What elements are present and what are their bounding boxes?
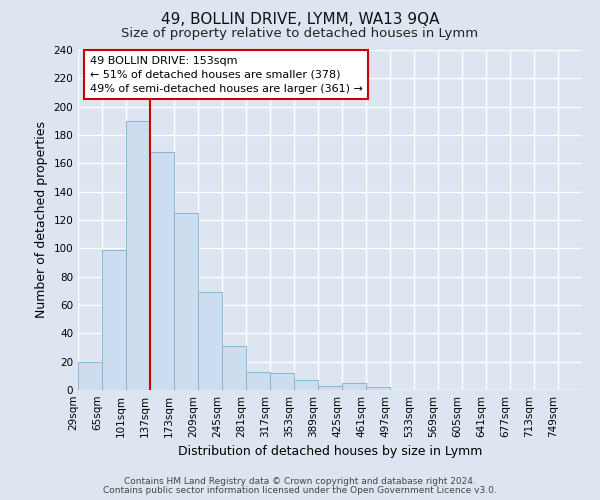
X-axis label: Distribution of detached houses by size in Lymm: Distribution of detached houses by size …	[178, 446, 482, 458]
Y-axis label: Number of detached properties: Number of detached properties	[35, 122, 48, 318]
Bar	[150, 152, 174, 390]
Bar	[198, 292, 222, 390]
Text: Contains HM Land Registry data © Crown copyright and database right 2024.: Contains HM Land Registry data © Crown c…	[124, 477, 476, 486]
Bar	[102, 250, 126, 390]
Text: 49 BOLLIN DRIVE: 153sqm
← 51% of detached houses are smaller (378)
49% of semi-d: 49 BOLLIN DRIVE: 153sqm ← 51% of detache…	[90, 56, 363, 94]
Bar	[246, 372, 270, 390]
Bar	[318, 386, 342, 390]
Bar	[270, 373, 294, 390]
Bar	[342, 383, 366, 390]
Bar	[222, 346, 246, 390]
Bar	[294, 380, 318, 390]
Bar	[174, 213, 198, 390]
Bar	[126, 121, 150, 390]
Bar	[366, 387, 390, 390]
Bar	[78, 362, 102, 390]
Text: Contains public sector information licensed under the Open Government Licence v3: Contains public sector information licen…	[103, 486, 497, 495]
Text: Size of property relative to detached houses in Lymm: Size of property relative to detached ho…	[121, 28, 479, 40]
Text: 49, BOLLIN DRIVE, LYMM, WA13 9QA: 49, BOLLIN DRIVE, LYMM, WA13 9QA	[161, 12, 439, 28]
